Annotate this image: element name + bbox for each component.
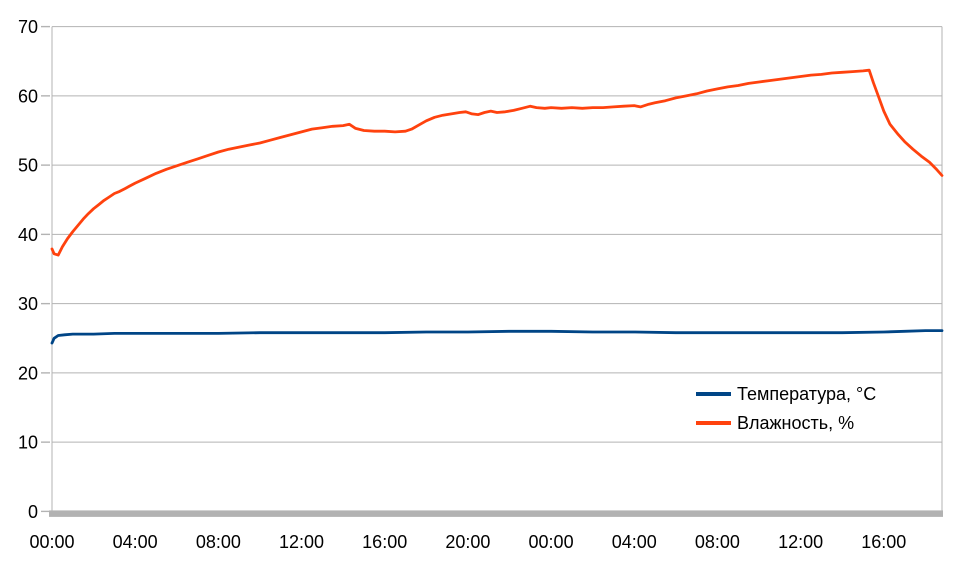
- legend-item-humidity: Влажность, %: [696, 411, 876, 435]
- svg-text:04:00: 04:00: [612, 532, 657, 552]
- y-axis-labels: 0 10 20 30 40 50 60 70: [18, 17, 38, 522]
- x-axis-labels: 00:00 04:00 08:00 12:00 16:00 20:00 00:00 04:00…: [29, 532, 906, 552]
- chart-legend: Температура, °C Влажность, %: [696, 382, 876, 435]
- svg-text:30: 30: [18, 294, 38, 314]
- x-axis-bar: [49, 510, 943, 517]
- svg-text:10: 10: [18, 433, 38, 453]
- legend-item-temperature: Температура, °C: [696, 382, 876, 406]
- svg-text:12:00: 12:00: [279, 532, 324, 552]
- svg-text:40: 40: [18, 225, 38, 245]
- svg-text:20:00: 20:00: [445, 532, 490, 552]
- svg-text:0: 0: [28, 502, 38, 522]
- y-tick-marks: [41, 25, 50, 513]
- series-line-0: [50, 329, 944, 345]
- legend-label-humidity: Влажность, %: [737, 413, 855, 433]
- svg-text:16:00: 16:00: [362, 532, 407, 552]
- series-line-1: [50, 68, 944, 257]
- svg-text:70: 70: [18, 17, 38, 37]
- legend-label-temperature: Температура, °C: [737, 384, 877, 404]
- svg-text:00:00: 00:00: [29, 532, 74, 552]
- svg-text:04:00: 04:00: [113, 532, 158, 552]
- svg-text:08:00: 08:00: [695, 532, 740, 552]
- svg-text:12:00: 12:00: [778, 532, 823, 552]
- temperature-line-sample: [696, 392, 731, 396]
- svg-text:16:00: 16:00: [861, 532, 906, 552]
- svg-text:00:00: 00:00: [529, 532, 574, 552]
- humidity-line-sample: [696, 421, 731, 425]
- svg-text:08:00: 08:00: [196, 532, 241, 552]
- y-gridlines: [52, 26, 942, 443]
- svg-text:60: 60: [18, 86, 38, 106]
- svg-text:50: 50: [18, 156, 38, 176]
- plot-borders: [51, 26, 943, 512]
- svg-text:20: 20: [18, 363, 38, 383]
